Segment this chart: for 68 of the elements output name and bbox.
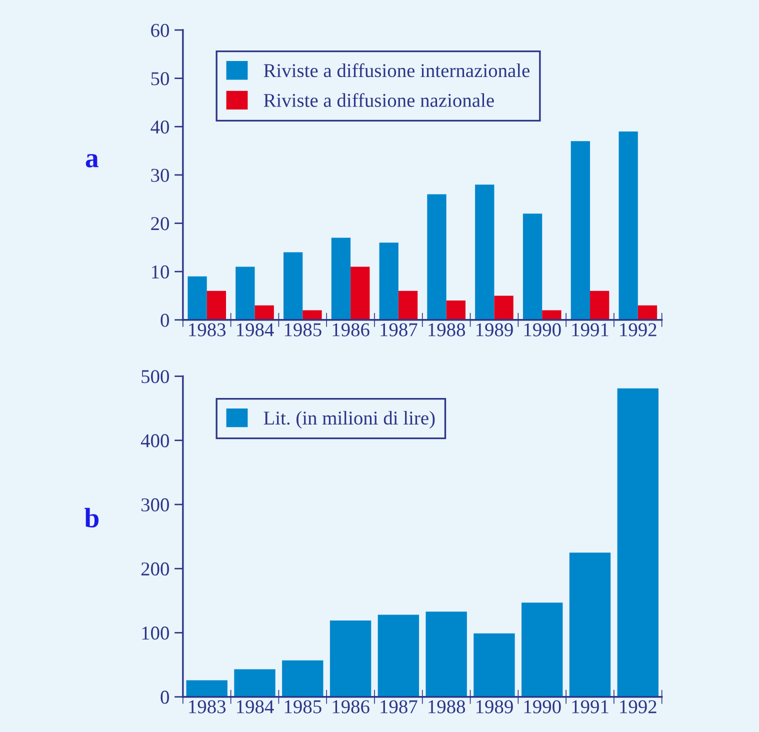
bar (474, 633, 515, 697)
y-tick-label: 400 (140, 434, 169, 448)
bar (331, 238, 351, 320)
x-tick-label: 1984 (237, 323, 274, 336)
bar (569, 552, 611, 697)
x-tick-label: 1985 (284, 700, 322, 714)
y-tick-label: 20 (151, 217, 169, 230)
x-tick-label: 1990 (524, 323, 561, 336)
legend-label: Lit. (in milioni di lire) (264, 410, 435, 429)
text: a (86, 154, 98, 168)
legend-label: Riviste a diffusione nazionale (264, 93, 494, 107)
x-tick-label: 1987 (380, 323, 418, 336)
bar (206, 290, 226, 320)
bar (283, 252, 303, 320)
bar (188, 276, 207, 320)
bar (475, 184, 494, 320)
bar (236, 266, 255, 320)
x-tick-label: 1989 (476, 700, 513, 714)
bar (427, 194, 446, 320)
bar (234, 669, 276, 697)
bar (618, 131, 638, 320)
x-tick-label: 1986 (332, 323, 370, 336)
y-tick-label: 50 (151, 72, 169, 86)
bar (426, 612, 467, 697)
x-tick-label: 1987 (380, 700, 418, 714)
bar (186, 680, 228, 697)
bar (446, 300, 466, 320)
bar (379, 242, 398, 320)
x-tick-label: 1983 (189, 700, 226, 714)
bar (522, 602, 563, 697)
x-tick-label: 1983 (189, 323, 226, 336)
bar (494, 296, 514, 320)
y-tick-label: 200 (141, 562, 169, 576)
y-tick-label: 30 (151, 168, 169, 182)
x-tick-label: 1991 (572, 323, 608, 336)
bar (617, 388, 658, 697)
y-tick-label: 500 (142, 370, 169, 384)
y-tick-label: 60 (151, 24, 169, 37)
x-tick-label: 1984 (237, 700, 274, 714)
text: b (84, 508, 99, 528)
x-tick-label: 1988 (428, 323, 466, 336)
x-tick-label: 1992 (620, 323, 656, 336)
bar (398, 290, 418, 320)
bar (542, 310, 562, 320)
y-tick-label: 0 (160, 690, 169, 704)
x-tick-label: 1991 (572, 700, 608, 714)
bar (254, 305, 274, 320)
bar (350, 266, 370, 320)
x-tick-label: 1986 (332, 700, 370, 714)
legend-label: Riviste a diffusione internazionale (264, 63, 530, 78)
bar (590, 290, 610, 320)
bar (378, 614, 420, 697)
y-tick-label: 40 (150, 120, 169, 134)
x-tick-label: 1989 (476, 323, 513, 336)
y-tick-label: 300 (141, 498, 169, 512)
bar (282, 660, 324, 697)
x-tick-label: 1985 (284, 323, 322, 336)
y-tick-label: 10 (152, 265, 169, 279)
bar (638, 305, 658, 320)
x-tick-label: 1988 (428, 700, 466, 714)
y-tick-label: 0 (160, 314, 169, 327)
x-tick-label: 1990 (524, 700, 561, 714)
bar (302, 310, 322, 320)
x-tick-label: 1992 (620, 700, 656, 714)
bar (330, 620, 372, 697)
bar (570, 141, 590, 320)
bar (522, 214, 542, 320)
y-tick-label: 100 (142, 626, 169, 640)
